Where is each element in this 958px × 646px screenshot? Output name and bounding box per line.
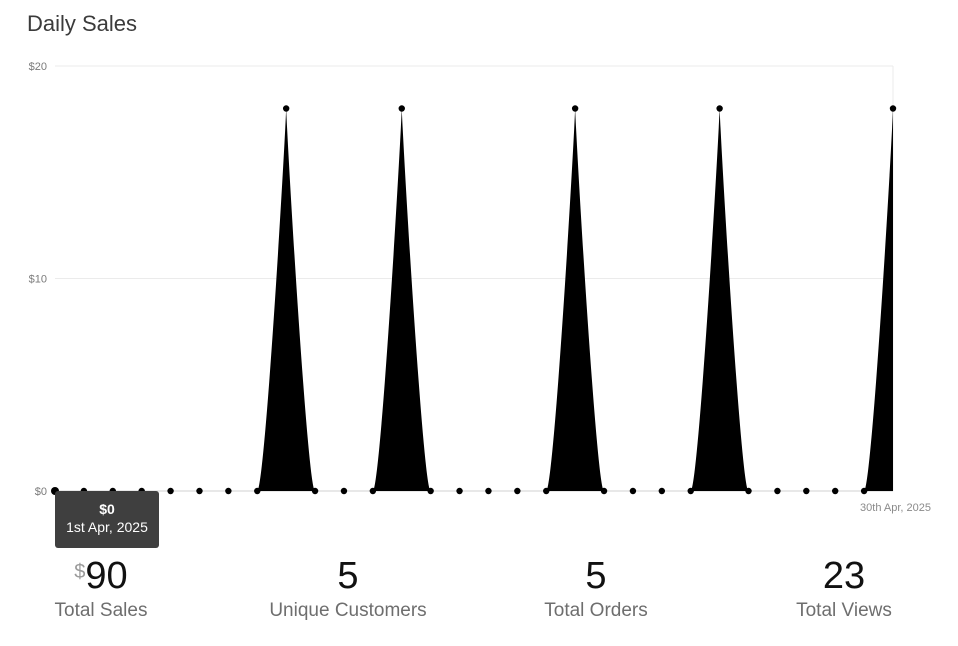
data-point — [196, 487, 203, 495]
data-point — [282, 105, 290, 112]
data-point — [543, 487, 550, 495]
data-point — [456, 487, 463, 495]
total-sales-value-row: $90 — [55, 550, 148, 602]
daily-sales-chart: $0 $10 $20 30th Apr, 2025 — [29, 61, 931, 514]
stat-total-sales: $90 Total Sales — [55, 550, 148, 622]
data-point — [311, 487, 319, 495]
data-point — [167, 487, 174, 495]
data-point — [889, 105, 897, 112]
data-point — [629, 487, 637, 495]
data-point — [254, 487, 261, 495]
chart-tooltip: $0 1st Apr, 2025 — [55, 491, 159, 548]
data-point — [687, 487, 694, 495]
total-sales-label: Total Sales — [54, 600, 148, 621]
stat-unique-customers: 5 Unique Customers — [269, 550, 426, 622]
data-point — [514, 487, 521, 495]
total-views-label: Total Views — [796, 600, 892, 621]
stat-total-views: 23 Total Views — [796, 550, 892, 622]
data-point — [803, 487, 810, 495]
stats-row: $90 Total Sales 5 Unique Customers 5 Tot… — [0, 550, 958, 640]
data-point — [716, 105, 723, 112]
data-point — [774, 487, 781, 495]
data-point — [745, 487, 752, 495]
chart-title: Daily Sales — [27, 11, 138, 36]
data-point — [658, 487, 666, 495]
data-point — [369, 487, 377, 495]
y-tick-label: $10 — [29, 274, 47, 286]
data-point — [427, 487, 434, 495]
data-point — [398, 105, 405, 112]
tooltip-value: $0 — [99, 501, 115, 517]
data-point — [340, 487, 348, 495]
total-sales-value: 90 — [85, 555, 128, 597]
tooltip-date: 1st Apr, 2025 — [66, 519, 148, 535]
stat-total-orders: 5 Total Orders — [544, 550, 647, 622]
unique-customers-value: 5 — [337, 555, 359, 597]
x-end-label: 30th Apr, 2025 — [860, 502, 931, 514]
unique-customers-label: Unique Customers — [269, 600, 427, 621]
data-point — [832, 487, 839, 495]
total-orders-value: 5 — [585, 555, 607, 597]
data-point — [571, 105, 579, 112]
sales-area — [55, 108, 893, 491]
data-point — [860, 487, 868, 495]
y-tick-label: $20 — [29, 61, 47, 73]
currency-symbol: $ — [74, 561, 86, 583]
total-orders-label: Total Orders — [544, 600, 648, 621]
data-point — [485, 487, 492, 495]
data-point — [600, 487, 608, 495]
data-point — [225, 487, 232, 495]
total-views-value: 23 — [822, 555, 866, 597]
y-tick-label: $0 — [35, 486, 47, 498]
